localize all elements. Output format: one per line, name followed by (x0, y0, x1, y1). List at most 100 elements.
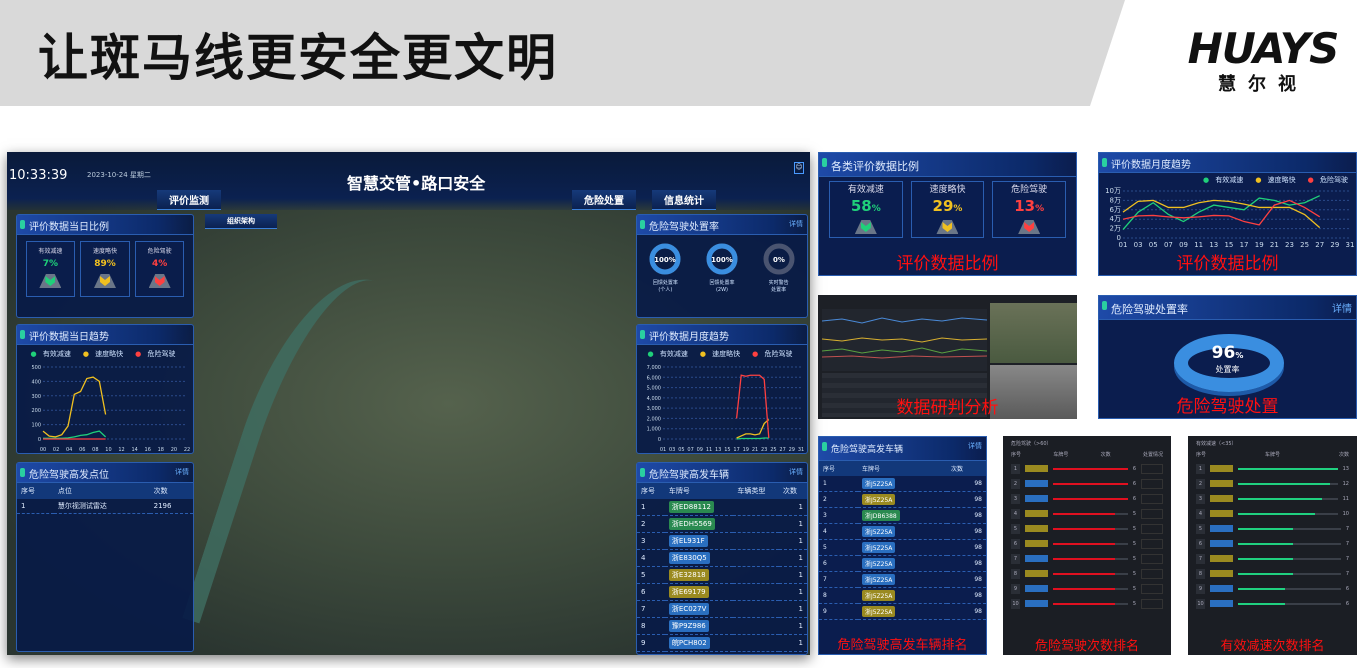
plate-badge: 浙J5Z25A (861, 558, 896, 569)
legend-item[interactable]: ● 速度略快 (1255, 176, 1296, 184)
detail-link[interactable]: 详情 (789, 468, 803, 476)
rank-row[interactable]: 4 10 (1196, 506, 1349, 521)
rank-row[interactable]: 1 13 (1196, 461, 1349, 476)
table-row[interactable]: 8 豫P9Z986 1 (637, 617, 807, 635)
table-row[interactable]: 1 浙ED88112 1 (637, 499, 807, 516)
table-row[interactable]: 5 浙E32818 1 (637, 566, 807, 584)
table-row[interactable]: 6 浙J5Z25A 98 (819, 555, 986, 572)
count: 5 (1132, 570, 1136, 577)
table-row[interactable]: 9 浙J5Z25A 98 (819, 603, 986, 620)
x-tick-label: 14 (131, 447, 137, 453)
chart-legend: ● 有效减速 ● 速度略快 ● 危险驾驶 (1099, 175, 1356, 185)
detail-link[interactable]: 详情 (175, 468, 189, 476)
ratio-label: 速度略快 (929, 185, 966, 195)
legend-item[interactable]: ● 有效减速 (1202, 176, 1244, 184)
plate-badge (1210, 495, 1233, 502)
legend-item[interactable]: ● 有效减速 (30, 350, 71, 358)
table-row[interactable]: 8 浙J5Z25A 98 (819, 587, 986, 604)
plate-badge (1210, 480, 1233, 487)
table-row[interactable]: 4 浙J5Z25A 98 (819, 523, 986, 540)
status-dropdown[interactable] (1141, 553, 1163, 564)
status-dropdown[interactable] (1141, 493, 1163, 504)
status-dropdown[interactable] (1141, 478, 1163, 489)
row-index: 5 (819, 539, 858, 556)
table-row[interactable]: 2 浙J5Z25A 98 (819, 491, 986, 508)
table-row[interactable]: 1 慧尔视测试雷达 2196 (17, 499, 193, 514)
detail-link[interactable]: 详情 (968, 442, 982, 450)
user-icon[interactable]: ☺ (794, 162, 804, 174)
ring-label: 回馈处置率 (709, 280, 735, 286)
panel-title: 评价数据月度趋势 (1099, 153, 1356, 173)
tab-statistics[interactable]: 信息统计 (652, 190, 716, 210)
status-dropdown[interactable] (1141, 583, 1163, 594)
x-tick-label: 07 (1164, 241, 1173, 249)
table-row[interactable]: 4 浙E830Q5 1 (637, 549, 807, 567)
ratio-label: 危险驾驶 (1011, 185, 1048, 195)
rank-row[interactable]: 10 5 (1011, 596, 1163, 611)
table-row[interactable]: 5 浙J5Z25A 98 (819, 539, 986, 556)
legend-item[interactable]: ● 有效减速 (647, 350, 688, 358)
table-row[interactable]: 2 浙EDH5569 1 (637, 515, 807, 533)
table-row[interactable]: 7 浙J5Z25A 98 (819, 571, 986, 588)
x-tick-label: 23 (1285, 241, 1294, 249)
org-dropdown[interactable]: 组织架构 (205, 214, 277, 229)
panel-title: 危险驾驶高发车辆 详情 (819, 437, 986, 461)
table-row[interactable]: 3 浙EL931F 1 (637, 532, 807, 550)
rank-row[interactable]: 2 12 (1196, 476, 1349, 491)
table-row[interactable]: 7 浙EC027V 1 (637, 600, 807, 618)
table-row[interactable]: 6 浙E69179 1 (637, 583, 807, 601)
table-row[interactable]: 1 浙J5Z25A 98 (819, 476, 986, 492)
status-dropdown[interactable] (1141, 508, 1163, 519)
detail-link[interactable]: 详情 (1332, 304, 1352, 315)
status-dropdown[interactable] (1141, 463, 1163, 474)
detail-link[interactable]: 详情 (789, 220, 803, 228)
x-tick-label: 21 (1270, 241, 1279, 249)
row-index: 2 (819, 491, 858, 508)
thumb-ratio: 各类评价数据比例 有效减速 58% 速度略快 29% 危险驾驶 13% 评价数据比例 (818, 152, 1077, 276)
legend-item[interactable]: ● 危险驾驶 (752, 350, 793, 358)
tab-disposal[interactable]: 危险处置 (572, 190, 636, 210)
svg-text:100%: 100% (711, 256, 733, 264)
table-row[interactable]: 3 浙JDB6388 98 (819, 507, 986, 524)
x-tick-label: 11 (706, 447, 712, 453)
status-dropdown[interactable] (1141, 568, 1163, 579)
row-index: 7 (819, 571, 858, 588)
rank-bar (1053, 572, 1128, 575)
panel-title-text: 危险驾驶高发车辆 (649, 470, 729, 481)
y-tick-label: 1,000 (647, 427, 661, 433)
status-dropdown[interactable] (1141, 523, 1163, 534)
rank-row[interactable]: 3 11 (1196, 491, 1349, 506)
table-row[interactable]: 9 皖PCH802 1 (637, 634, 807, 652)
legend-item[interactable]: ● 速度略快 (82, 350, 124, 358)
road-icon (854, 220, 877, 234)
legend-item[interactable]: ● 速度略快 (699, 350, 741, 358)
x-tick-label: 25 (1300, 241, 1309, 249)
thumb-danger-rank: 危险驾驶（>60） 序号 车牌号 次数 处置情况 1 6 2 6 3 6 4 5 5 5 6 5 7 5 8 5 9 5 1… (1003, 436, 1171, 655)
rank-row[interactable]: 10 6 (1196, 598, 1349, 609)
logo-en: HUAYS (1187, 24, 1340, 73)
status-dropdown[interactable] (1141, 538, 1163, 549)
legend-item[interactable]: ● 危险驾驶 (135, 350, 176, 358)
y-tick-label: 10万 (1105, 187, 1121, 195)
status-dropdown[interactable] (1141, 598, 1163, 609)
tab-evaluation[interactable]: 评价监测 (157, 190, 221, 210)
legend-item[interactable]: ● 危险驾驶 (1307, 176, 1348, 184)
panel-title: 危险驾驶高发点位 详情 (17, 463, 193, 483)
y-tick-label: 0 (1117, 234, 1121, 242)
y-tick-label: 4万 (1110, 215, 1121, 223)
